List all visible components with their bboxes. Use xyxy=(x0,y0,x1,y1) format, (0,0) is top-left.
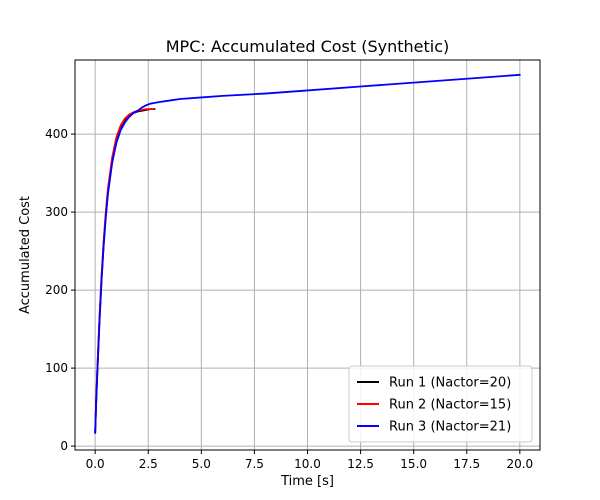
y-tick-label: 0 xyxy=(60,439,68,453)
legend-label-3: Run 3 (Nactor=21) xyxy=(389,420,511,435)
x-tick-label: 2.5 xyxy=(139,457,158,471)
legend-label-1: Run 1 (Nactor=20) xyxy=(389,376,511,391)
series-group xyxy=(94,73,521,434)
y-axis-label: Accumulated Cost xyxy=(18,196,33,314)
x-tick-label: 5.0 xyxy=(192,457,211,471)
x-tick-label: 15.0 xyxy=(400,457,427,471)
x-tick-label: 17.5 xyxy=(453,457,480,471)
x-axis-label: Time [s] xyxy=(280,474,334,489)
x-tick-label: 20.0 xyxy=(506,457,533,471)
legend: Run 1 (Nactor=20) Run 2 (Nactor=15) Run 3 … xyxy=(348,365,533,443)
series-line-3 xyxy=(94,73,521,434)
y-tick-label: 100 xyxy=(45,361,68,375)
x-axis-ticks: 0.0 2.5 5.0 7.5 10.0 12.5 15.0 17.5 20.0 xyxy=(86,450,533,471)
x-tick-label: 12.5 xyxy=(347,457,374,471)
x-tick-label: 7.5 xyxy=(245,457,264,471)
y-axis-ticks: 0 100 200 300 400 xyxy=(45,127,75,453)
x-tick-label: 10.0 xyxy=(294,457,321,471)
legend-box xyxy=(348,365,533,443)
y-tick-label: 300 xyxy=(45,205,68,219)
chart-title: MPC: Accumulated Cost (Synthetic) xyxy=(166,37,450,56)
legend-label-2: Run 2 (Nactor=15) xyxy=(389,398,511,413)
y-tick-label: 400 xyxy=(45,127,68,141)
x-tick-label: 0.0 xyxy=(86,457,105,471)
y-tick-label: 200 xyxy=(45,283,68,297)
